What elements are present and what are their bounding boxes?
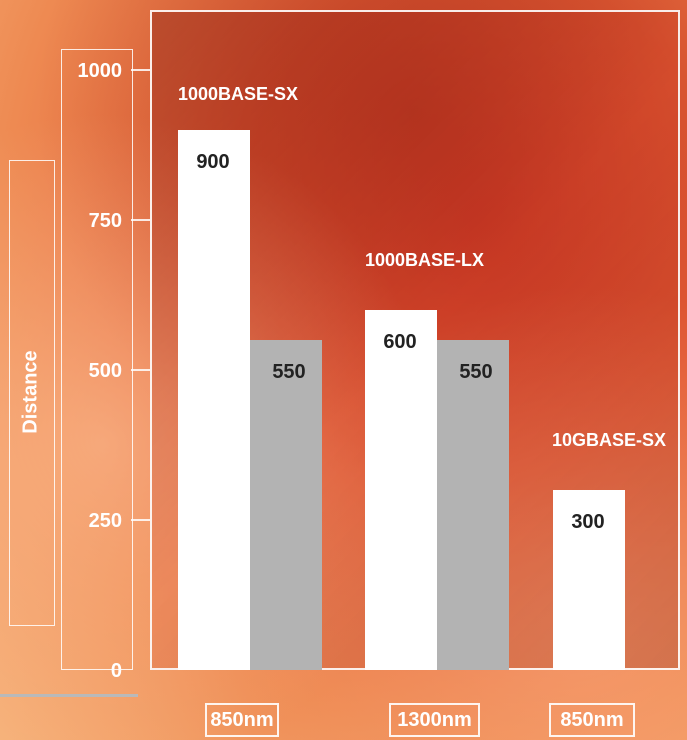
y-tick-label: 1000 — [78, 60, 123, 82]
group-name-label: 10GBASE-SX — [552, 430, 666, 450]
x-category-1300nm-lx: 1300nm — [389, 703, 480, 737]
x-category-850nm-sx: 850nm — [205, 703, 279, 737]
group-name-label: 1000BASE-SX — [178, 84, 298, 104]
group-name-label: 1000BASE-LX — [365, 250, 484, 270]
baseline-rule — [0, 694, 138, 697]
y-axis-label-box — [9, 160, 55, 626]
y-axis-box — [61, 49, 133, 670]
bar-value-label: 900 — [196, 151, 229, 173]
y-tick-label: 500 — [89, 360, 122, 382]
bar-value-label: 550 — [459, 361, 492, 383]
y-tick-label: 0 — [111, 660, 122, 682]
y-tick-label: 750 — [89, 210, 122, 232]
bar — [250, 340, 322, 670]
x-category-850nm-10g: 850nm — [549, 703, 635, 737]
bar — [178, 130, 250, 670]
bar-value-label: 600 — [383, 331, 416, 353]
x-category-label: 850nm — [210, 708, 274, 731]
bar-value-label: 300 — [571, 511, 604, 533]
y-tick-label: 250 — [89, 510, 122, 532]
bar — [365, 310, 437, 670]
x-category-label: 1300nm — [397, 708, 472, 731]
bar — [553, 490, 625, 670]
x-category-label: 850nm — [560, 708, 624, 731]
bar-value-label: 550 — [272, 361, 305, 383]
bar — [437, 340, 509, 670]
